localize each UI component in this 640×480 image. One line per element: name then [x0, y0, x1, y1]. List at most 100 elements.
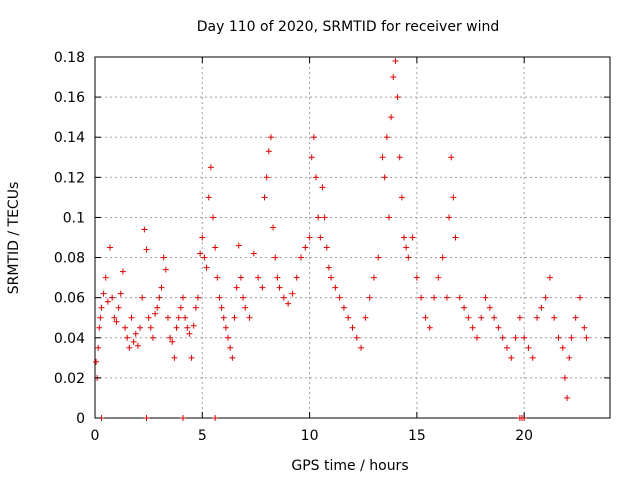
data-point: [137, 324, 144, 331]
data-point: [568, 334, 575, 341]
data-point: [285, 300, 292, 307]
data-point: [392, 58, 399, 65]
data-point: [486, 304, 493, 311]
data-point: [418, 294, 425, 301]
data-point: [93, 358, 100, 365]
data-point: [491, 314, 498, 321]
data-point: [162, 266, 169, 273]
data-point: [555, 334, 562, 341]
data-point: [201, 254, 208, 261]
data-point: [446, 214, 453, 221]
data-point: [315, 214, 322, 221]
data-point: [115, 304, 122, 311]
data-point: [225, 334, 232, 341]
data-point: [529, 354, 536, 361]
data-point: [576, 294, 583, 301]
data-point: [154, 304, 161, 311]
data-point: [255, 274, 262, 281]
data-point: [237, 274, 244, 281]
data-point: [349, 324, 356, 331]
data-point: [332, 284, 339, 291]
data-point: [117, 290, 124, 297]
data-point: [456, 294, 463, 301]
x-tick-label: 10: [301, 428, 319, 444]
data-point: [130, 338, 137, 345]
data-point: [566, 354, 573, 361]
data-point: [450, 194, 457, 201]
data-point: [508, 354, 515, 361]
data-point: [521, 334, 528, 341]
data-point: [192, 304, 199, 311]
data-point: [109, 294, 116, 301]
data-point: [390, 74, 397, 81]
data-point: [107, 244, 114, 251]
data-point: [495, 324, 502, 331]
data-point: [122, 324, 129, 331]
data-point: [197, 250, 204, 257]
data-point: [461, 304, 468, 311]
x-tick-label: 20: [515, 428, 533, 444]
data-point: [516, 314, 523, 321]
y-tick-label: 0.16: [54, 90, 85, 106]
y-tick-label: 0.12: [54, 170, 85, 186]
data-point: [190, 322, 197, 329]
y-tick-label: 0: [76, 411, 85, 427]
data-point: [452, 234, 459, 241]
y-tick-label: 0.08: [54, 251, 85, 267]
data-point: [435, 274, 442, 281]
data-point: [160, 254, 167, 261]
data-point: [235, 242, 242, 249]
data-point: [212, 244, 219, 251]
plot-frame: [94, 56, 611, 419]
data-point: [317, 234, 324, 241]
data-point: [263, 174, 270, 181]
data-point: [572, 314, 579, 321]
data-point: [478, 314, 485, 321]
data-point: [97, 314, 104, 321]
data-point: [504, 344, 510, 351]
data-point: [534, 314, 541, 321]
data-point: [345, 314, 352, 321]
data-point: [143, 246, 150, 253]
data-point: [289, 290, 296, 297]
data-point: [261, 194, 268, 201]
axis-ticks: 0 0.02 0.04 0.06 0.08 0.1 0.12 0.14 0.16 0.18 0 5 10…: [54, 50, 610, 444]
data-point: [469, 324, 476, 331]
data-point: [177, 304, 184, 311]
data-point: [362, 314, 369, 321]
data-point: [134, 342, 141, 349]
y-tick-label: 0.14: [54, 130, 85, 146]
y-axis-label: SRMTID / TECUs: [6, 182, 22, 295]
data-point: [188, 354, 195, 361]
data-point: [246, 314, 253, 321]
data-point: [439, 254, 446, 261]
data-point: [169, 338, 176, 345]
data-point: [293, 274, 300, 281]
data-point: [422, 314, 429, 321]
data-point: [370, 274, 377, 281]
data-point: [231, 314, 238, 321]
data-point: [179, 294, 186, 301]
data-point: [426, 324, 433, 331]
data-point: [216, 294, 223, 301]
data-point: [195, 294, 201, 301]
data-point: [465, 314, 472, 321]
data-point: [398, 194, 405, 201]
data-point: [128, 314, 135, 321]
data-point: [222, 324, 229, 331]
data-point: [405, 254, 412, 261]
data-point: [366, 294, 373, 301]
data-point: [145, 314, 152, 321]
data-point: [394, 94, 401, 101]
data-point: [184, 324, 191, 331]
data-point: [186, 330, 193, 337]
data-point: [561, 374, 568, 381]
data-point: [308, 154, 315, 161]
data-point: [276, 284, 283, 291]
data-point: [175, 314, 182, 321]
data-point: [171, 354, 178, 361]
data-point: [149, 334, 156, 341]
data-point: [409, 234, 416, 241]
zero-marker: [179, 415, 186, 421]
data-point: [139, 294, 146, 301]
